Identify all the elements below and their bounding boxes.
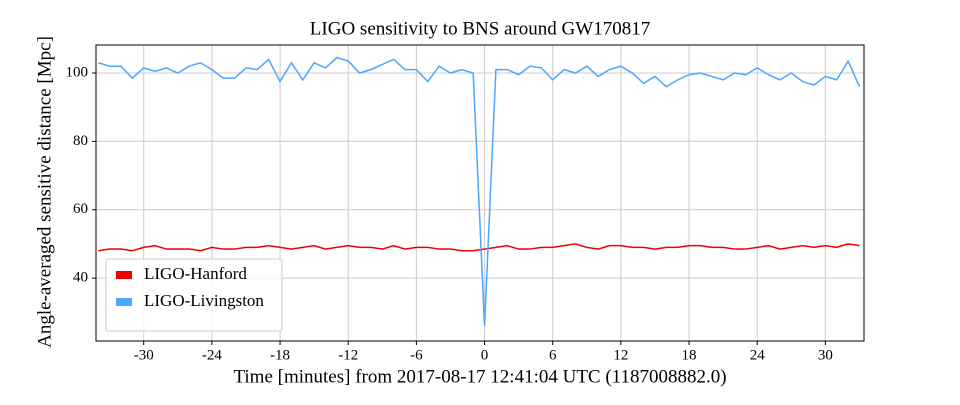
x-tick-label: -12 [338,347,358,363]
legend-swatch [116,271,132,279]
x-tick-label: -6 [410,347,423,363]
legend-swatch [116,298,132,306]
x-tick-label: 6 [549,347,557,363]
legend-label: LIGO-Livingston [144,291,264,310]
y-tick-label: 60 [73,201,88,217]
legend-label: LIGO-Hanford [144,264,247,283]
x-tick-label: 12 [613,347,628,363]
x-tick-label: -30 [134,347,154,363]
legend-box [105,258,283,332]
series-line [98,243,860,252]
x-tick-label: -18 [270,347,290,363]
y-tick-label: 40 [73,270,88,286]
chart-title: LIGO sensitivity to BNS around GW170817 [310,18,650,39]
x-axis-label: Time [minutes] from 2017-08-17 12:41:04 … [233,366,726,387]
x-tick-label: 30 [818,347,833,363]
x-tick-label: 24 [750,347,766,363]
x-tick-label: 18 [682,347,697,363]
y-tick-label: 80 [73,133,88,149]
plot-frame [95,44,865,342]
y-tick-label: 100 [66,64,89,80]
series-line [98,56,861,326]
x-tick-label: 0 [481,347,489,363]
y-axis-label: Angle-averaged sensitive distance [Mpc] [34,36,55,348]
x-tick-label: -24 [202,347,222,363]
